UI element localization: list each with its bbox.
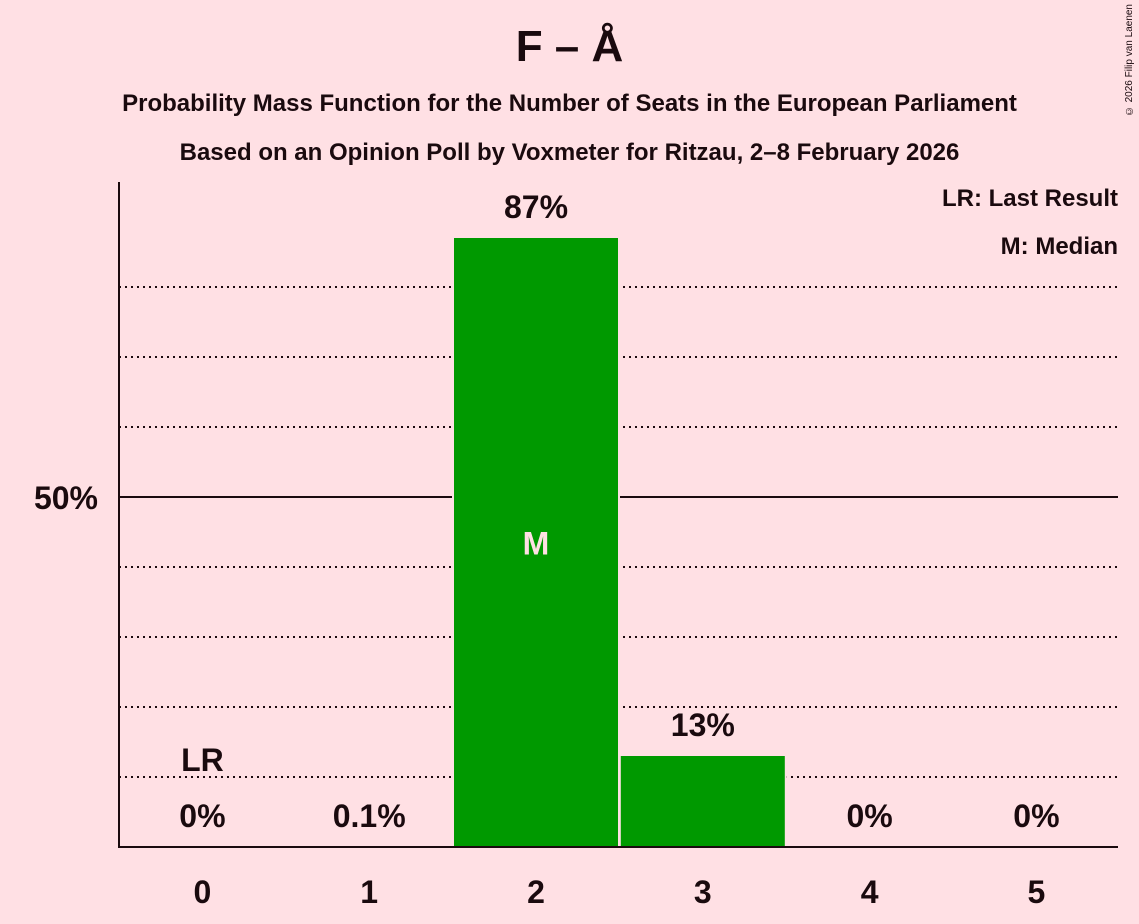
legend-median: M: Median <box>1000 233 1118 260</box>
value-label: 0% <box>1013 798 1059 834</box>
y-tick-label: 50% <box>34 480 98 516</box>
x-tick-label: 2 <box>527 874 545 910</box>
value-label: 0% <box>179 798 225 834</box>
value-label: 13% <box>671 707 735 743</box>
bar-2 <box>454 238 618 847</box>
value-label: 0% <box>846 798 892 834</box>
x-tick-label: 0 <box>194 874 212 910</box>
chart-subtitle-1: Probability Mass Function for the Number… <box>122 90 1017 117</box>
x-tick-label: 5 <box>1028 874 1046 910</box>
chart-title: F – Å <box>515 22 624 71</box>
value-label: 0.1% <box>333 798 406 834</box>
x-tick-label: 4 <box>861 874 879 910</box>
median-marker: M <box>523 526 550 562</box>
legend-last-result: LR: Last Result <box>941 185 1118 212</box>
bar-3 <box>620 756 785 847</box>
x-tick-label: 1 <box>360 874 378 910</box>
chart-subtitle-2: Based on an Opinion Poll by Voxmeter for… <box>179 139 960 166</box>
x-tick-label: 3 <box>694 874 712 910</box>
last-result-marker: LR <box>181 742 224 778</box>
value-label: 87% <box>504 189 568 225</box>
